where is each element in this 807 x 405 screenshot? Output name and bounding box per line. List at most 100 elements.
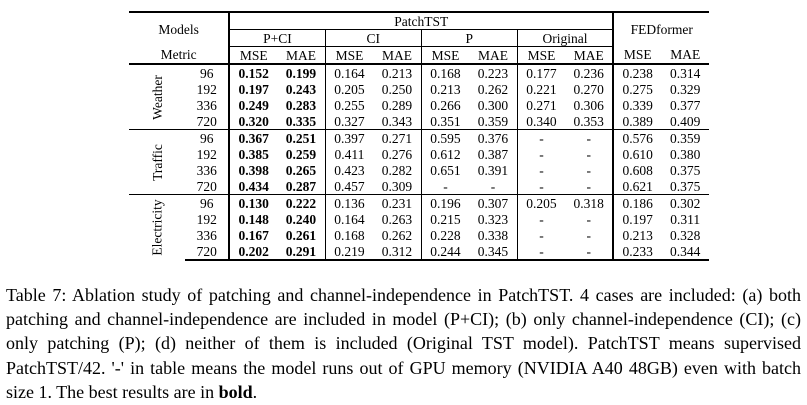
dataset-name: Traffic	[149, 143, 165, 181]
value-cell: -	[565, 129, 614, 146]
horizon-cell: 96	[185, 194, 230, 211]
value-cell: -	[516, 146, 566, 162]
value-cell: 0.215	[420, 211, 470, 227]
table-row: Traffic 96 0.367 0.251 0.397 0.271 0.595 0.376-…	[129, 129, 710, 195]
metric-label: MSE	[612, 46, 662, 65]
value-cell: 0.271	[373, 129, 422, 146]
value-cell: 0.306	[573, 97, 604, 113]
value-cell: 0.311	[670, 211, 701, 227]
value-cell: 0.265	[285, 162, 317, 178]
value-cell: 0.302	[661, 194, 710, 211]
value-cell: 0.651	[420, 162, 470, 178]
value-cell: 0.320	[228, 113, 278, 130]
value-cell: 0.213	[420, 81, 470, 97]
value-cell: -	[586, 211, 591, 227]
metric-label: MSE	[228, 46, 278, 65]
value-cell: 0.339	[612, 97, 662, 113]
value-cell: 0.327	[324, 113, 374, 130]
value-cell: 0.164	[324, 211, 374, 227]
table-row: 720 0.320 0.335 0.327 0.343 0.351 0.359 0.340 0.…	[129, 113, 709, 130]
value-cell: -	[516, 211, 566, 227]
value-cell: 0.411	[324, 146, 374, 162]
value-cell: 0.595	[420, 129, 470, 146]
value-cell: 0.271	[516, 97, 566, 113]
dataset-label: Traffic	[129, 129, 186, 195]
table-row: 336 0.249 0.283 0.255 0.289 0.266 0.300 0.271 0.…	[129, 97, 709, 113]
value-cell: 0.314	[670, 65, 701, 81]
value-cell: 0.457	[324, 178, 374, 195]
fedformer-header: FEDformer	[612, 11, 710, 47]
table-row: 720 0.202 0.291 0.219 0.312 0.244 0.345- -0.233…	[129, 243, 710, 261]
value-cell: -	[516, 129, 566, 146]
value-cell: 0.318	[565, 194, 614, 211]
metric-label: MAE	[565, 46, 614, 65]
value-cell: 0.136	[324, 194, 374, 211]
value-cell: 0.167	[228, 227, 278, 243]
value-cell: 0.434	[228, 178, 278, 195]
metric-label: MAE	[469, 46, 518, 65]
value-cell: 0.282	[381, 162, 413, 178]
value-cell: 0.345	[469, 243, 518, 261]
value-cell: 0.289	[381, 97, 413, 113]
value-cell: 0.238	[612, 64, 662, 81]
table-row: Weather 96 0.152 0.199 0.164 0.213 0.168 0.223 0…	[129, 64, 709, 119]
value-cell: 0.266	[420, 97, 470, 113]
value-cell: 0.236	[573, 65, 604, 81]
table-row: 336 0.167 0.261 0.168 0.262 0.228 0.338- -0.213…	[129, 227, 709, 243]
value-cell: 0.409	[670, 113, 701, 129]
value-cell: 0.612	[420, 146, 470, 162]
value-cell: -	[420, 178, 470, 195]
value-cell: 0.328	[670, 227, 701, 243]
value-cell: 0.233	[612, 243, 662, 261]
value-cell: 0.168	[324, 227, 374, 243]
horizon-cell: 720	[196, 178, 217, 194]
table-row: 192 0.385 0.259 0.411 0.276 0.612 0.387- -0.610…	[129, 146, 709, 162]
value-cell: 0.223	[477, 65, 509, 81]
value-cell: 0.608	[612, 162, 662, 178]
table-row: 336 0.398 0.265 0.423 0.282 0.651 0.391- -0.608…	[129, 162, 709, 178]
value-cell: 0.576	[612, 129, 662, 146]
value-cell: -	[516, 227, 566, 243]
horizon-cell: 336	[196, 227, 217, 243]
horizon-cell: 192	[196, 146, 217, 162]
value-cell: 0.397	[324, 129, 374, 146]
metric-row: Metric MSE MAE MSE MAE MSE MAE MSE MAE M…	[129, 46, 710, 65]
header-row-2: P+CI CI P Original	[129, 29, 709, 47]
metric-label: MAE	[661, 46, 710, 65]
table-row: 192 0.197 0.243 0.205 0.250 0.213 0.262 0.221 0.…	[129, 81, 709, 97]
value-cell: 0.231	[373, 194, 422, 211]
value-cell: 0.213	[381, 65, 413, 81]
subgroup-header: CI	[324, 29, 422, 47]
value-cell: 0.255	[324, 97, 374, 113]
value-cell: 0.262	[477, 81, 509, 97]
value-cell: 0.197	[612, 211, 662, 227]
value-cell: 0.359	[477, 113, 509, 129]
value-cell: 0.309	[381, 178, 413, 194]
value-cell: 0.168	[420, 64, 470, 81]
metric-label: MSE	[420, 46, 470, 65]
dataset-name: Weather	[149, 74, 165, 120]
table-row: Electricity 96 0.130 0.222 0.136 0.231 0.196 0.…	[129, 194, 710, 260]
value-cell: 0.367	[228, 129, 278, 146]
value-cell: 0.148	[228, 211, 278, 227]
models-header: Models	[129, 11, 230, 47]
value-cell: 0.244	[420, 243, 470, 261]
value-cell: 0.196	[420, 194, 470, 211]
value-cell: 0.164	[324, 64, 374, 81]
value-cell: -	[565, 243, 614, 261]
value-cell: -	[586, 227, 591, 243]
value-cell: 0.263	[381, 211, 413, 227]
value-cell: 0.387	[477, 146, 509, 162]
value-cell: 0.375	[670, 162, 701, 178]
subgroup-header: P	[420, 29, 518, 47]
metric-label: MAE	[373, 46, 422, 65]
value-cell: 0.240	[285, 211, 317, 227]
ablation-table: Models PatchTST FEDformer P+CI CI P Orig…	[129, 11, 710, 261]
value-cell: 0.251	[277, 129, 326, 146]
table-row: 720 0.434 0.287 0.457 0.309- - - -0.621 0.375	[129, 178, 709, 195]
value-cell: 0.338	[477, 227, 509, 243]
value-cell: 0.221	[516, 81, 566, 97]
value-cell: 0.270	[573, 81, 604, 97]
value-cell: 0.385	[228, 146, 278, 162]
horizon-cell: 192	[196, 211, 217, 227]
